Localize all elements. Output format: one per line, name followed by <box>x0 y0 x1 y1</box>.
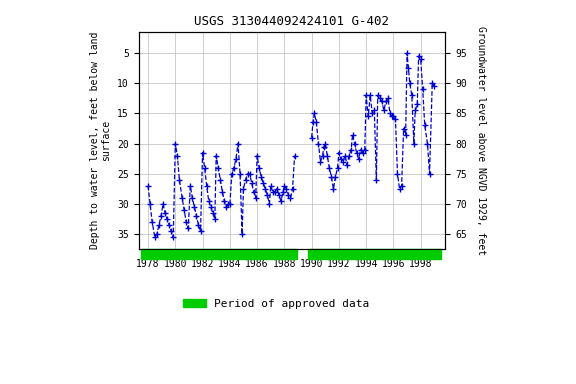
Y-axis label: Groundwater level above NGVD 1929, feet: Groundwater level above NGVD 1929, feet <box>476 26 486 255</box>
Y-axis label: Depth to water level, feet below land
surface: Depth to water level, feet below land su… <box>90 32 112 249</box>
Title: USGS 313044092424101 G-402: USGS 313044092424101 G-402 <box>194 15 389 28</box>
Bar <box>308 249 441 259</box>
Bar <box>141 249 297 259</box>
Legend: Period of approved data: Period of approved data <box>179 294 374 313</box>
